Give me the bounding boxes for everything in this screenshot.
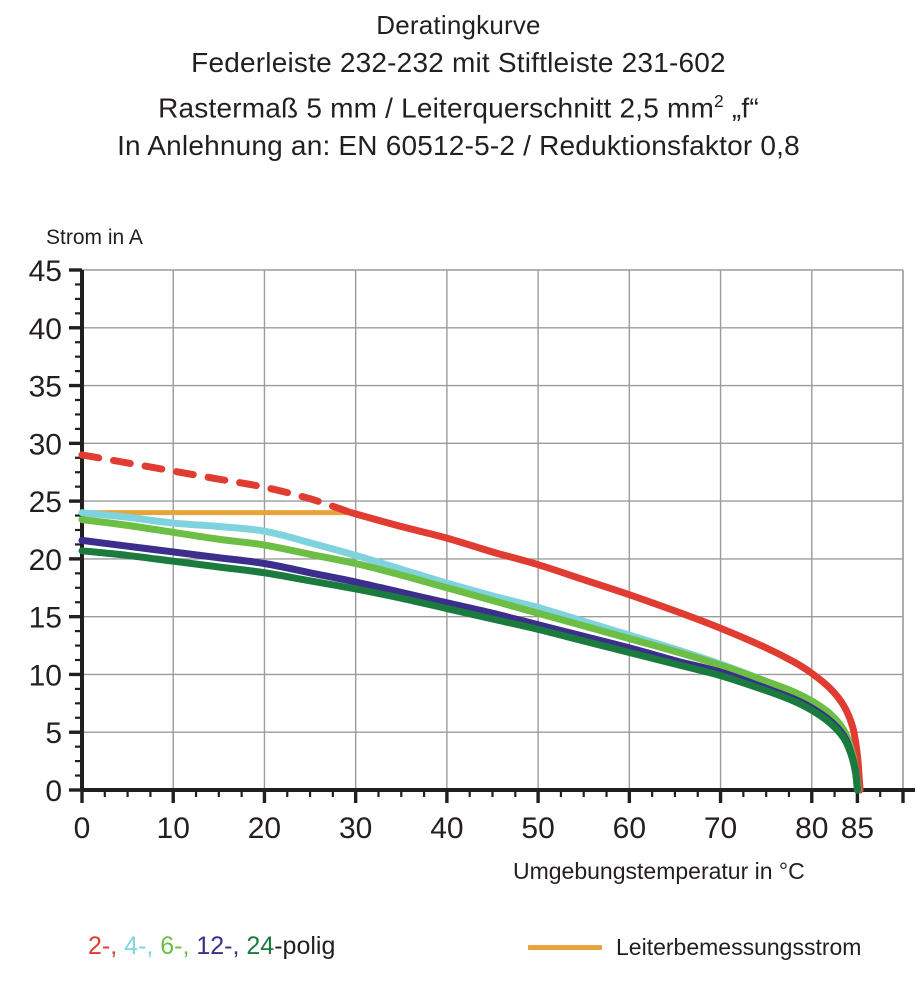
legend-pole-3: 12-, bbox=[196, 932, 247, 960]
legend-poles: 2-, 4-, 6-, 12-, 24-polig bbox=[88, 932, 335, 961]
title-line-3-superscript: 2 bbox=[714, 91, 724, 111]
series-line-1 bbox=[347, 509, 864, 794]
y-tick-label-20: 20 bbox=[29, 544, 62, 577]
x-axis-title: Umgebungstemperatur in °C bbox=[513, 858, 805, 884]
series-24-polig bbox=[78, 547, 861, 794]
grid-lines bbox=[82, 269, 904, 790]
axes bbox=[80, 270, 915, 792]
legend-rated-current: Leiterbemessungsstrom bbox=[528, 934, 861, 961]
series-line-0 bbox=[78, 547, 861, 794]
x-tick-label-50: 50 bbox=[521, 812, 554, 845]
y-axis-title: Strom in A bbox=[46, 226, 143, 249]
y-tick-label-15: 15 bbox=[29, 602, 62, 635]
series-2-polig bbox=[78, 451, 864, 794]
title-line-3: Rastermaß 5 mm / Leiterquerschnitt 2,5 m… bbox=[0, 82, 917, 127]
x-tick-label-80: 80 bbox=[795, 812, 828, 845]
x-tick-label-60: 60 bbox=[613, 812, 646, 845]
series-line-0 bbox=[78, 516, 862, 794]
chart-legend: 2-, 4-, 6-, 12-, 24-polig Leiterbemessun… bbox=[0, 930, 917, 980]
series-12-polig bbox=[78, 536, 861, 794]
legend-pole-0: 2-, bbox=[88, 932, 125, 960]
title-line-3-pre: Rastermaß 5 mm / Leiterquerschnitt 2,5 m… bbox=[158, 92, 715, 124]
x-tick-label-40: 40 bbox=[430, 812, 463, 845]
series-line-0 bbox=[78, 536, 861, 794]
x-tick-label-85: 85 bbox=[841, 812, 874, 845]
legend-rated-current-label: Leiterbemessungsstrom bbox=[616, 934, 862, 960]
legend-pole-4: 24 bbox=[246, 932, 275, 960]
y-tick-label-40: 40 bbox=[29, 313, 62, 346]
legend-pole-1: 4-, bbox=[124, 932, 161, 960]
x-tick-label-70: 70 bbox=[704, 812, 737, 845]
title-line-1: Deratingkurve bbox=[376, 10, 541, 40]
x-tick-label-20: 20 bbox=[248, 812, 281, 845]
x-tick-label-0: 0 bbox=[74, 812, 91, 845]
y-tick-label-30: 30 bbox=[29, 428, 62, 461]
y-tick-label-10: 10 bbox=[29, 659, 62, 692]
y-tick-label-35: 35 bbox=[29, 371, 62, 404]
y-tick-label-5: 5 bbox=[45, 717, 62, 750]
title-line-3-post: „f“ bbox=[723, 92, 759, 124]
legend-rated-current-swatch bbox=[528, 945, 602, 950]
y-tick-label-0: 0 bbox=[45, 775, 62, 808]
x-tick-label-30: 30 bbox=[339, 812, 372, 845]
x-tick-labels: 0 10 20 30 40 50 60 70 80 85 bbox=[74, 812, 874, 845]
y-tick-label-25: 25 bbox=[29, 486, 62, 519]
y-tick-label-45: 45 bbox=[29, 255, 62, 288]
title-line-2: Federleiste 232-232 mit Stiftleiste 231-… bbox=[191, 47, 726, 78]
legend-pole-2: 6-, bbox=[160, 932, 197, 960]
legend-poles-suffix: -polig bbox=[274, 932, 336, 960]
series-6-polig bbox=[78, 516, 862, 794]
title-line-4: In Anlehnung an: EN 60512-5-2 / Reduktio… bbox=[117, 130, 800, 162]
y-tick-labels: 0 5 10 15 20 25 30 35 40 45 bbox=[29, 255, 62, 808]
series-line-0 bbox=[78, 451, 355, 517]
data-series bbox=[78, 451, 864, 794]
x-tick-label-10: 10 bbox=[157, 812, 190, 845]
chart-title-block: Deratingkurve Federleiste 232-232 mit St… bbox=[0, 6, 917, 165]
